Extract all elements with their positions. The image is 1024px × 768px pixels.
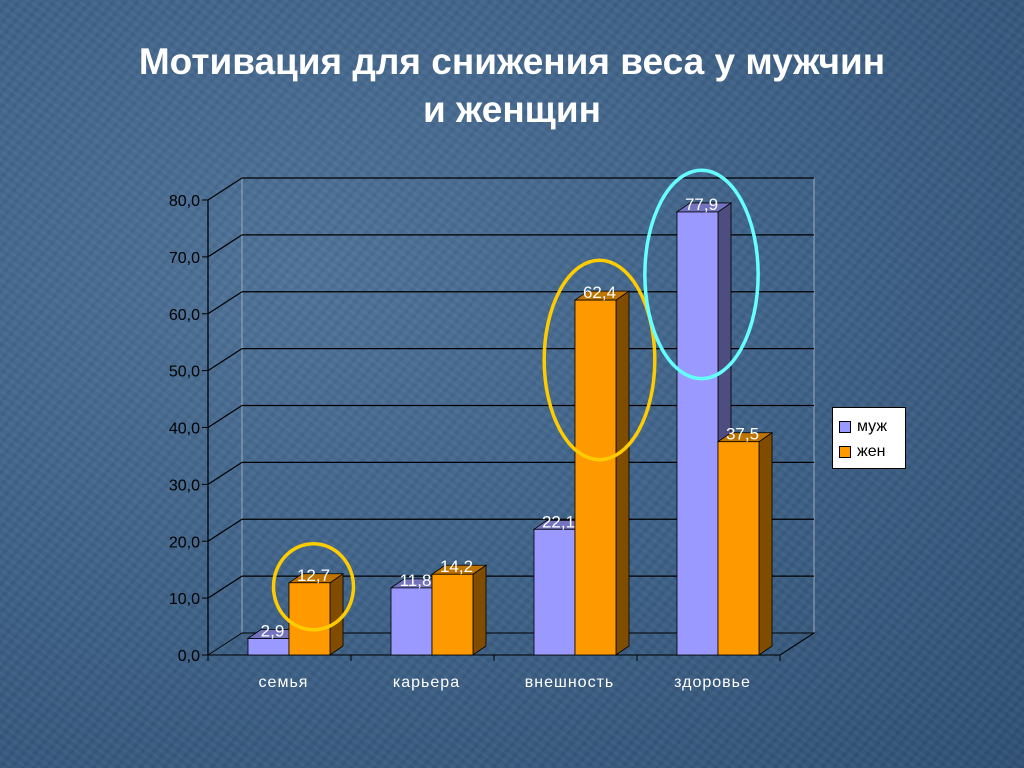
- data-label: 14,2: [440, 557, 473, 576]
- bar-side: [758, 431, 773, 656]
- chart-legend: муж жен: [832, 407, 906, 469]
- data-label: 37,5: [726, 425, 759, 444]
- gridline-depth: [207, 348, 243, 372]
- title-line-2: и женщин: [422, 89, 601, 130]
- x-category-label: семья: [259, 674, 309, 691]
- bar-0-0: [247, 638, 290, 656]
- bar-1-1: [431, 573, 474, 656]
- data-label: 77,9: [685, 195, 718, 214]
- y-tick-label: 80,0: [169, 193, 200, 210]
- bar-side: [472, 564, 487, 656]
- bar-3-1: [717, 441, 760, 656]
- floor-edge: [779, 632, 815, 656]
- gridline-depth: [207, 461, 243, 485]
- highlight-ellipse: [271, 542, 356, 632]
- data-label: 11,8: [400, 571, 432, 590]
- title-line-1: Мотивация для снижения веса у мужчин: [138, 41, 886, 82]
- legend-label-men: муж: [857, 417, 888, 435]
- slide-title: Мотивация для снижения веса у мужчин и ж…: [40, 38, 984, 134]
- bar-2-1: [574, 299, 617, 656]
- x-category-label: внешность: [525, 674, 614, 691]
- data-label: 12,7: [297, 566, 330, 585]
- highlight-ellipse: [643, 168, 760, 381]
- legend-swatch-women: [839, 445, 851, 458]
- data-label: 22,1: [542, 512, 575, 531]
- bar-1-0: [390, 587, 433, 656]
- legend-item-women: жен: [839, 439, 899, 464]
- bar-side: [615, 290, 630, 656]
- y-tick-label: 60,0: [169, 307, 200, 324]
- x-category-label: карьера: [393, 674, 460, 691]
- y-tick-label: 30,0: [169, 477, 200, 494]
- data-label: 2,9: [261, 622, 285, 641]
- gridline-depth: [207, 575, 243, 599]
- y-tick-label: 20,0: [169, 534, 200, 551]
- y-tick-label: 70,0: [169, 250, 200, 267]
- highlight-ellipse: [542, 258, 657, 462]
- gridline-depth: [207, 177, 243, 201]
- y-tick-label: 0,0: [178, 648, 200, 665]
- bar-side: [329, 573, 344, 656]
- bar-2-0: [533, 528, 576, 656]
- legend-label-women: жен: [857, 442, 886, 460]
- legend-item-men: муж: [839, 414, 899, 439]
- y-tick-label: 40,0: [169, 421, 200, 438]
- legend-swatch-men: [839, 420, 851, 433]
- y-tick-label: 10,0: [169, 591, 200, 608]
- gridline-depth: [207, 234, 243, 258]
- gridline-depth: [207, 518, 243, 542]
- x-category-label: здоровье: [674, 674, 751, 691]
- data-label: 62,4: [583, 283, 616, 302]
- bar-3-0: [676, 211, 719, 656]
- bar-0-1: [288, 582, 331, 656]
- y-tick-label: 50,0: [169, 364, 200, 381]
- gridline-depth: [207, 291, 243, 315]
- gridline-depth: [207, 404, 243, 429]
